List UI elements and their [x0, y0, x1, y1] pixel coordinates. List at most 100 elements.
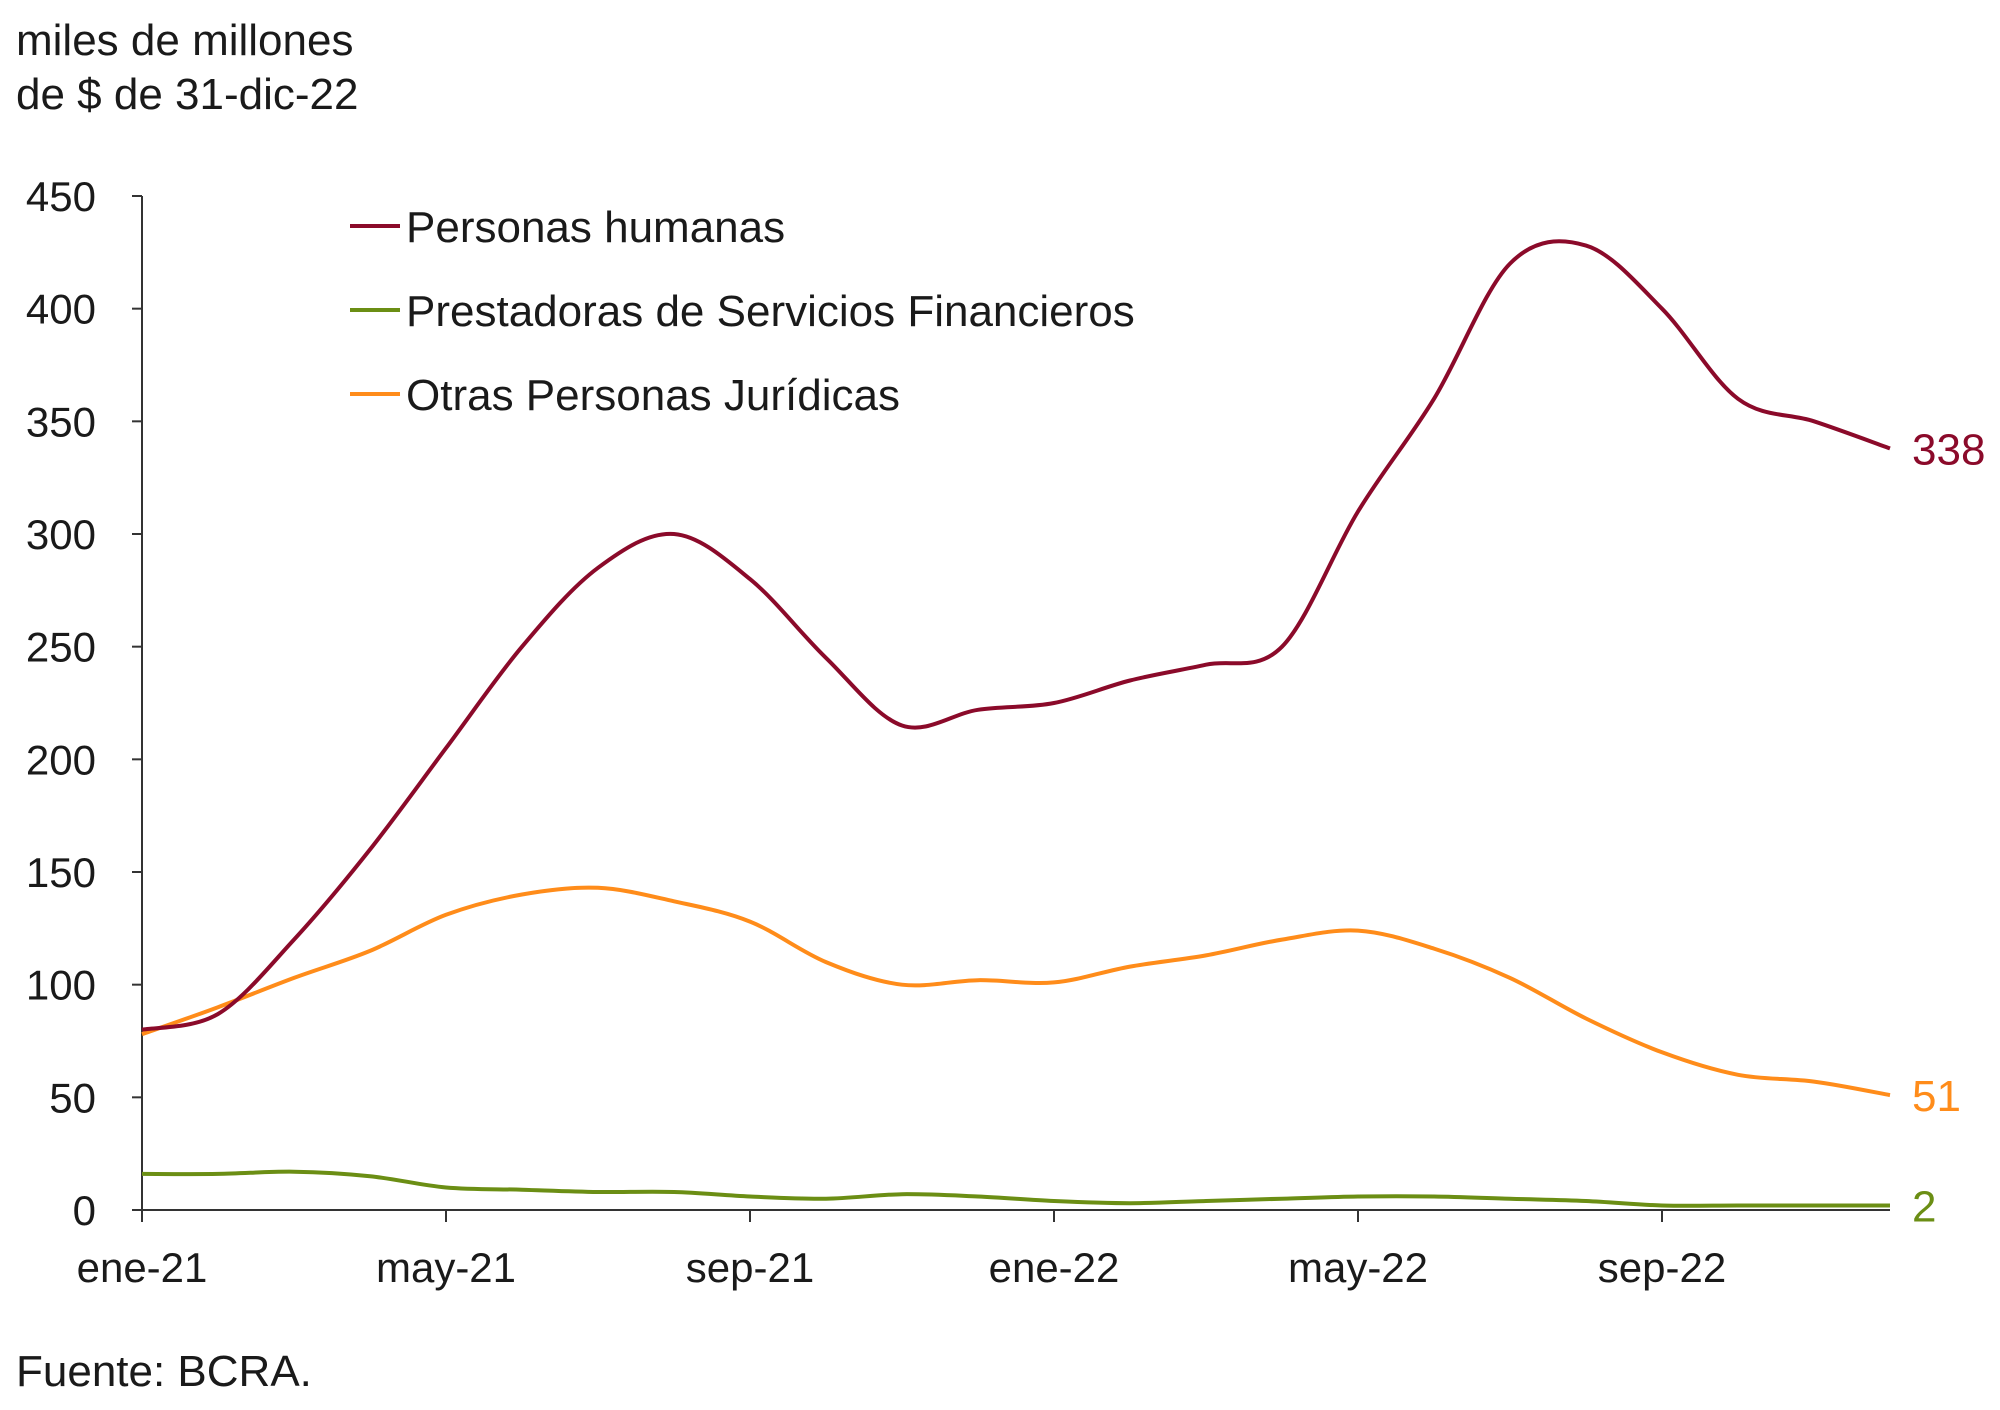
x-tick-label: sep-21: [686, 1244, 814, 1291]
data-point-otras-personas-juridicas: [368, 949, 372, 953]
data-point-personas-humanas: [216, 1012, 220, 1016]
data-point-prestadoras-de-servicios-financieros: [1204, 1199, 1208, 1203]
y-tick-label: 250: [26, 624, 96, 671]
data-point-prestadoras-de-servicios-financieros: [1736, 1203, 1740, 1207]
data-point-personas-humanas: [292, 938, 296, 942]
data-point-otras-personas-juridicas: [1280, 938, 1284, 942]
y-tick-label: 100: [26, 962, 96, 1009]
legend-label: Prestadoras de Servicios Financieros: [406, 287, 1135, 336]
data-point-personas-humanas: [1204, 663, 1208, 667]
data-point-otras-personas-juridicas: [520, 893, 524, 897]
axes: 0 50 100 150 200 250 300 350 400 450 ene-21 may-21 s…: [26, 173, 1890, 1291]
data-point-personas-humanas: [1660, 307, 1664, 311]
series-line-otras-personas-juridicas: [141, 885, 1891, 1098]
data-point-prestadoras-de-servicios-financieros: [1128, 1201, 1132, 1205]
data-point-personas-humanas: [1432, 397, 1436, 401]
data-point-personas-humanas: [1280, 645, 1284, 649]
data-point-prestadoras-de-servicios-financieros: [444, 1185, 448, 1189]
y-tick-label: 50: [49, 1074, 96, 1121]
x-tick-label: may-21: [376, 1244, 516, 1291]
data-point-otras-personas-juridicas: [1052, 980, 1056, 984]
data-point-otras-personas-juridicas: [748, 920, 752, 924]
data-point-otras-personas-juridicas: [1204, 953, 1208, 957]
x-tick-label: ene-22: [989, 1244, 1120, 1291]
y-tick-label: 300: [26, 511, 96, 558]
y-tick-label: 400: [26, 286, 96, 333]
data-point-otras-personas-juridicas: [1356, 929, 1360, 933]
source-note: Fuente: BCRA.: [16, 1347, 312, 1396]
data-point-prestadoras-de-servicios-financieros: [976, 1194, 980, 1198]
data-point-otras-personas-juridicas: [1888, 1093, 1892, 1097]
data-point-prestadoras-de-servicios-financieros: [292, 1170, 296, 1174]
data-point-otras-personas-juridicas: [976, 978, 980, 982]
data-point-otras-personas-juridicas: [900, 983, 904, 987]
data-point-prestadoras-de-servicios-financieros: [1280, 1197, 1284, 1201]
data-point-personas-humanas: [1508, 262, 1512, 266]
data-point-personas-humanas: [368, 847, 372, 851]
data-point-personas-humanas: [520, 645, 524, 649]
data-point-personas-humanas: [140, 1028, 144, 1032]
data-point-prestadoras-de-servicios-financieros: [1584, 1199, 1588, 1203]
y-tick-label: 200: [26, 736, 96, 783]
series-line-prestadoras-de-servicios-financieros: [141, 1169, 1890, 1208]
data-point-otras-personas-juridicas: [444, 913, 448, 917]
data-point-personas-humanas: [824, 656, 828, 660]
data-point-prestadoras-de-servicios-financieros: [1812, 1203, 1816, 1207]
x-tick-label: may-22: [1288, 1244, 1428, 1291]
data-point-personas-humanas: [1736, 397, 1740, 401]
end-value-label: 338: [1912, 425, 1985, 474]
data-point-prestadoras-de-servicios-financieros: [1660, 1203, 1664, 1207]
data-point-otras-personas-juridicas: [1508, 976, 1512, 980]
data-point-personas-humanas: [444, 746, 448, 750]
data-point-personas-humanas: [748, 577, 752, 581]
x-tick-label: ene-21: [77, 1244, 208, 1291]
data-point-otras-personas-juridicas: [216, 1005, 220, 1009]
data-point-personas-humanas: [596, 566, 600, 570]
y-tick-label: 350: [26, 398, 96, 445]
data-point-prestadoras-de-servicios-financieros: [1888, 1203, 1892, 1207]
data-point-otras-personas-juridicas: [596, 886, 600, 890]
data-point-otras-personas-juridicas: [1812, 1080, 1816, 1084]
data-point-otras-personas-juridicas: [1660, 1050, 1664, 1054]
data-point-prestadoras-de-servicios-financieros: [216, 1172, 220, 1176]
data-point-otras-personas-juridicas: [292, 976, 296, 980]
legend-label: Personas humanas: [406, 203, 785, 252]
data-point-personas-humanas: [1128, 678, 1132, 682]
data-point-personas-humanas: [1356, 509, 1360, 513]
data-point-personas-humanas: [1812, 419, 1816, 423]
unit-label: miles de millones de $ de 31-dic-22: [16, 14, 358, 122]
end-labels: 338 2 51: [1912, 425, 1985, 1231]
data-point-prestadoras-de-servicios-financieros: [368, 1174, 372, 1178]
series-line-personas-humanas: [141, 239, 1891, 1032]
data-point-prestadoras-de-servicios-financieros: [1052, 1199, 1056, 1203]
data-point-prestadoras-de-servicios-financieros: [824, 1197, 828, 1201]
legend-label: Otras Personas Jurídicas: [406, 371, 900, 420]
data-point-prestadoras-de-servicios-financieros: [1508, 1197, 1512, 1201]
data-point-prestadoras-de-servicios-financieros: [1432, 1194, 1436, 1198]
data-point-prestadoras-de-servicios-financieros: [596, 1190, 600, 1194]
data-point-personas-humanas: [1584, 244, 1588, 248]
data-point-personas-humanas: [672, 532, 676, 536]
y-tick-label: 150: [26, 849, 96, 896]
data-point-prestadoras-de-servicios-financieros: [140, 1172, 144, 1176]
data-point-otras-personas-juridicas: [1128, 965, 1132, 969]
x-tick-label: sep-22: [1598, 1244, 1726, 1291]
end-value-label: 2: [1912, 1182, 1936, 1231]
data-point-prestadoras-de-servicios-financieros: [748, 1194, 752, 1198]
unit-label-line2: de $ de 31-dic-22: [16, 70, 359, 119]
data-point-otras-personas-juridicas: [824, 960, 828, 964]
data-point-otras-personas-juridicas: [1432, 947, 1436, 951]
data-point-prestadoras-de-servicios-financieros: [672, 1190, 676, 1194]
end-value-label: 51: [1912, 1072, 1961, 1121]
unit-label-line1: miles de millones: [16, 16, 354, 65]
data-point-personas-humanas: [1888, 446, 1892, 450]
data-point-otras-personas-juridicas: [140, 1032, 144, 1036]
data-point-prestadoras-de-servicios-financieros: [900, 1192, 904, 1196]
data-point-otras-personas-juridicas: [672, 899, 676, 903]
data-point-otras-personas-juridicas: [1736, 1073, 1740, 1077]
legend: Personas humanas Prestadoras de Servicios…: [350, 203, 1135, 420]
data-point-personas-humanas: [900, 724, 904, 728]
data-point-prestadoras-de-servicios-financieros: [520, 1188, 524, 1192]
data-point-personas-humanas: [976, 708, 980, 712]
